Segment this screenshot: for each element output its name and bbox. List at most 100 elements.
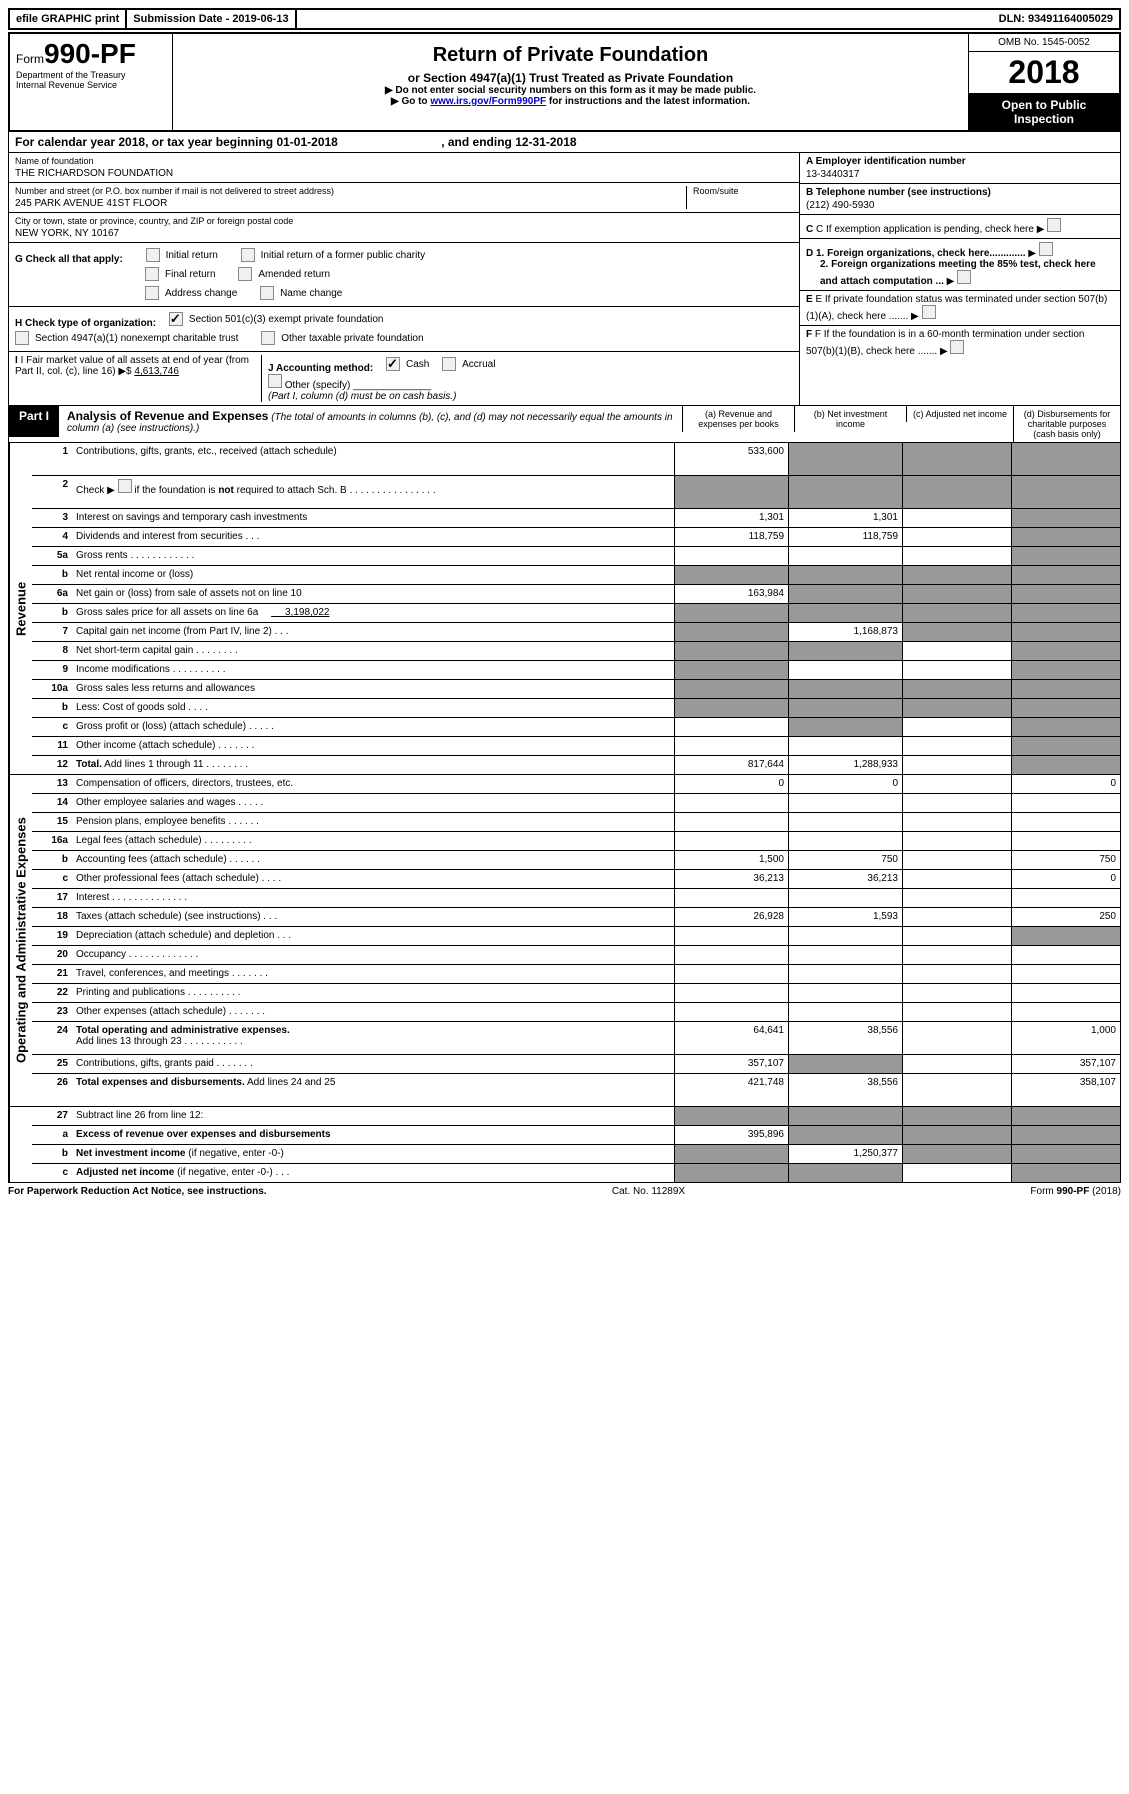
row-2: 2Check ▶ if the foundation is not requir…	[32, 476, 1120, 509]
amended-return-checkbox[interactable]	[238, 267, 252, 281]
h-check-row: H Check type of organization: Section 50…	[9, 307, 799, 352]
top-bar: efile GRAPHIC print Submission Date - 20…	[8, 8, 1121, 30]
row-26: 26Total expenses and disbursements. Add …	[32, 1074, 1120, 1106]
col-a-header: (a) Revenue and expenses per books	[682, 406, 794, 432]
g-check-row: G Check all that apply: Initial return I…	[9, 243, 799, 307]
c-cell: C C If exemption application is pending,…	[800, 215, 1120, 239]
header-left: Form990-PF Department of the Treasury In…	[10, 34, 173, 130]
form-header: Form990-PF Department of the Treasury In…	[8, 32, 1121, 132]
status-terminated-checkbox[interactable]	[922, 305, 936, 319]
f-cell: F F If the foundation is in a 60-month t…	[800, 326, 1120, 360]
row-27c: cAdjusted net income (if negative, enter…	[32, 1164, 1120, 1182]
part1-header: Part I Analysis of Revenue and Expenses …	[8, 406, 1121, 443]
dln: DLN: 93491164005029	[993, 10, 1119, 28]
row-16a: 16aLegal fees (attach schedule) . . . . …	[32, 832, 1120, 851]
row-25: 25Contributions, gifts, grants paid . . …	[32, 1055, 1120, 1074]
row-10c: cGross profit or (loss) (attach schedule…	[32, 718, 1120, 737]
row-5b: bNet rental income or (loss)	[32, 566, 1120, 585]
header-right: OMB No. 1545-0052 2018 Open to Public In…	[968, 34, 1119, 130]
row-19: 19Depreciation (attach schedule) and dep…	[32, 927, 1120, 946]
name-change-checkbox[interactable]	[260, 286, 274, 300]
row-5a: 5aGross rents . . . . . . . . . . . .	[32, 547, 1120, 566]
calendar-year-row: For calendar year 2018, or tax year begi…	[8, 132, 1121, 153]
form-warning: ▶ Do not enter social security numbers o…	[179, 85, 962, 96]
schb-checkbox[interactable]	[118, 479, 132, 493]
row-4: 4Dividends and interest from securities …	[32, 528, 1120, 547]
form-subtitle: or Section 4947(a)(1) Trust Treated as P…	[179, 71, 962, 85]
accrual-checkbox[interactable]	[442, 357, 456, 371]
row-10a: 10aGross sales less returns and allowanc…	[32, 680, 1120, 699]
phone-cell: B Telephone number (see instructions) (2…	[800, 184, 1120, 215]
form-title: Return of Private Foundation	[179, 44, 962, 67]
efile-label: efile GRAPHIC print	[10, 10, 127, 28]
row-3: 3Interest on savings and temporary cash …	[32, 509, 1120, 528]
cat-no: Cat. No. 11289X	[612, 1186, 685, 1197]
revenue-table: Revenue 1Contributions, gifts, grants, e…	[8, 443, 1121, 775]
row-20: 20Occupancy . . . . . . . . . . . . .	[32, 946, 1120, 965]
foreign-org-checkbox[interactable]	[1039, 242, 1053, 256]
final-return-checkbox[interactable]	[145, 267, 159, 281]
form-number: Form990-PF	[16, 38, 166, 70]
form-goto: ▶ Go to www.irs.gov/Form990PF for instru…	[179, 96, 962, 107]
expenses-side-label: Operating and Administrative Expenses	[9, 775, 32, 1106]
paperwork-notice: For Paperwork Reduction Act Notice, see …	[8, 1186, 267, 1197]
row-17: 17Interest . . . . . . . . . . . . . .	[32, 889, 1120, 908]
ein-cell: A Employer identification number 13-3440…	[800, 153, 1120, 184]
tax-year: 2018	[969, 52, 1119, 94]
header-center: Return of Private Foundation or Section …	[173, 34, 968, 130]
col-b-header: (b) Net investment income	[794, 406, 906, 432]
d-cell: D 1. Foreign organizations, check here..…	[800, 239, 1120, 291]
row-27b: bNet investment income (if negative, ent…	[32, 1145, 1120, 1164]
e-cell: E E If private foundation status was ter…	[800, 291, 1120, 326]
foreign-85pct-checkbox[interactable]	[957, 270, 971, 284]
4947-checkbox[interactable]	[15, 331, 29, 345]
bottom-table: 27Subtract line 26 from line 12: aExcess…	[8, 1107, 1121, 1183]
exemption-pending-checkbox[interactable]	[1047, 218, 1061, 232]
submission-date: Submission Date - 2019-06-13	[127, 10, 296, 28]
row-9: 9Income modifications . . . . . . . . . …	[32, 661, 1120, 680]
other-method-checkbox[interactable]	[268, 374, 282, 388]
row-24: 24Total operating and administrative exp…	[32, 1022, 1120, 1055]
open-public-label: Open to Public Inspection	[969, 94, 1119, 130]
omb-number: OMB No. 1545-0052	[969, 34, 1119, 52]
info-section: Name of foundation THE RICHARDSON FOUNDA…	[8, 153, 1121, 406]
city-cell: City or town, state or province, country…	[9, 213, 799, 243]
row-23: 23Other expenses (attach schedule) . . .…	[32, 1003, 1120, 1022]
part1-title: Analysis of Revenue and Expenses (The to…	[59, 406, 682, 437]
foundation-name-cell: Name of foundation THE RICHARDSON FOUNDA…	[9, 153, 799, 183]
row-7: 7Capital gain net income (from Part IV, …	[32, 623, 1120, 642]
part1-label: Part I	[9, 406, 59, 437]
other-taxable-checkbox[interactable]	[261, 331, 275, 345]
row-27a: aExcess of revenue over expenses and dis…	[32, 1126, 1120, 1145]
row-22: 22Printing and publications . . . . . . …	[32, 984, 1120, 1003]
row-13: 13Compensation of officers, directors, t…	[32, 775, 1120, 794]
row-14: 14Other employee salaries and wages . . …	[32, 794, 1120, 813]
60month-checkbox[interactable]	[950, 340, 964, 354]
page-footer: For Paperwork Reduction Act Notice, see …	[8, 1183, 1121, 1200]
col-d-header: (d) Disbursements for charitable purpose…	[1013, 406, 1120, 442]
row-6a: 6aNet gain or (loss) from sale of assets…	[32, 585, 1120, 604]
row-12: 12Total. Add lines 1 through 11 . . . . …	[32, 756, 1120, 774]
row-1: 1Contributions, gifts, grants, etc., rec…	[32, 443, 1120, 476]
cash-checkbox[interactable]	[386, 357, 400, 371]
row-18: 18Taxes (attach schedule) (see instructi…	[32, 908, 1120, 927]
row-16c: cOther professional fees (attach schedul…	[32, 870, 1120, 889]
form-footer: Form 990-PF (2018)	[1030, 1186, 1121, 1197]
row-11: 11Other income (attach schedule) . . . .…	[32, 737, 1120, 756]
initial-return-checkbox[interactable]	[146, 248, 160, 262]
row-27: 27Subtract line 26 from line 12:	[32, 1107, 1120, 1126]
revenue-side-label: Revenue	[9, 443, 32, 774]
irs-link[interactable]: www.irs.gov/Form990PF	[430, 96, 546, 107]
row-16b: bAccounting fees (attach schedule) . . .…	[32, 851, 1120, 870]
row-15: 15Pension plans, employee benefits . . .…	[32, 813, 1120, 832]
expenses-table: Operating and Administrative Expenses 13…	[8, 775, 1121, 1107]
row-21: 21Travel, conferences, and meetings . . …	[32, 965, 1120, 984]
row-8: 8Net short-term capital gain . . . . . .…	[32, 642, 1120, 661]
dept-label: Department of the Treasury	[16, 70, 166, 80]
row-10b: bLess: Cost of goods sold . . . .	[32, 699, 1120, 718]
address-cell: Number and street (or P.O. box number if…	[9, 183, 799, 213]
address-change-checkbox[interactable]	[145, 286, 159, 300]
501c3-checkbox[interactable]	[169, 312, 183, 326]
initial-former-checkbox[interactable]	[241, 248, 255, 262]
col-c-header: (c) Adjusted net income	[906, 406, 1013, 422]
